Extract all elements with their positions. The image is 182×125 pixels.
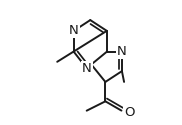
Text: N: N — [117, 45, 127, 58]
Text: O: O — [124, 106, 134, 119]
Text: N: N — [69, 24, 79, 37]
Text: N: N — [82, 62, 92, 75]
